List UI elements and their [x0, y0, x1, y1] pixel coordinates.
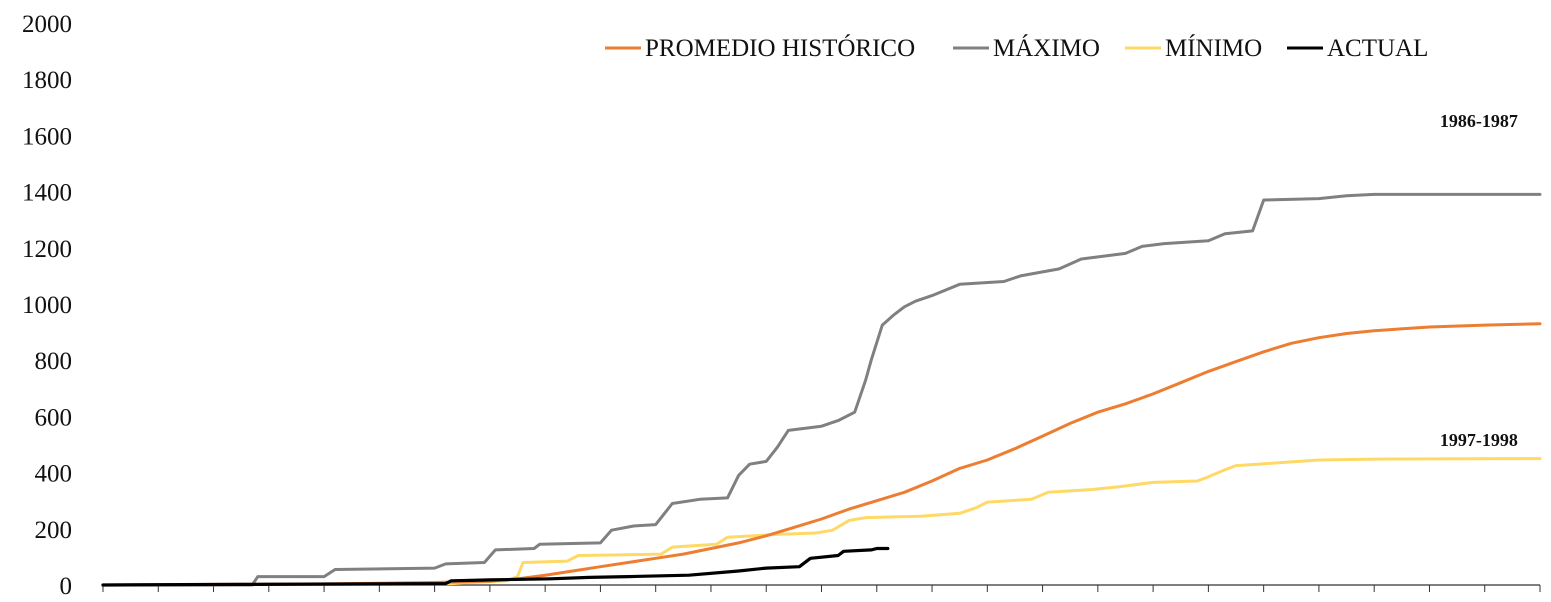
legend-label: MÁXIMO: [993, 34, 1100, 62]
y-axis-ticks: 0 200 400 600 800 1000 1200 1400 1600 1800 2000: [22, 11, 72, 600]
y-tick-label: 1400: [22, 180, 72, 207]
series-line-m-nimo: [101, 457, 1542, 587]
y-tick-label: 1800: [22, 67, 72, 94]
y-tick-label: 600: [35, 404, 73, 431]
annotation-label: 1997-1998: [1440, 430, 1518, 450]
y-tick-label: 0: [60, 573, 73, 600]
x-axis: [102, 584, 1541, 592]
y-tick-label: 400: [35, 461, 73, 488]
y-tick-label: 800: [35, 348, 73, 375]
y-tick-label: 1000: [22, 292, 72, 319]
legend-label: PROMEDIO HISTÓRICO: [645, 34, 915, 62]
series-line-promedio-hist-rico: [101, 322, 1542, 587]
series-line-m-ximo: [101, 192, 1542, 587]
annotation-label: 1986-1987: [1440, 111, 1518, 131]
y-tick-label: 1200: [22, 236, 72, 263]
series-layer: [101, 192, 1542, 587]
y-tick-label: 200: [35, 517, 73, 544]
series-line-actual: [101, 546, 890, 587]
legend-label: MÍNIMO: [1165, 34, 1262, 62]
annotations: 1986-1987 1997-1998: [1440, 111, 1518, 450]
y-tick-label: 2000: [22, 11, 72, 38]
y-tick-label: 1600: [22, 123, 72, 150]
legend: PROMEDIO HISTÓRICO MÁXIMO MÍNIMO ACTUAL: [605, 34, 1428, 62]
legend-label: ACTUAL: [1327, 35, 1428, 62]
